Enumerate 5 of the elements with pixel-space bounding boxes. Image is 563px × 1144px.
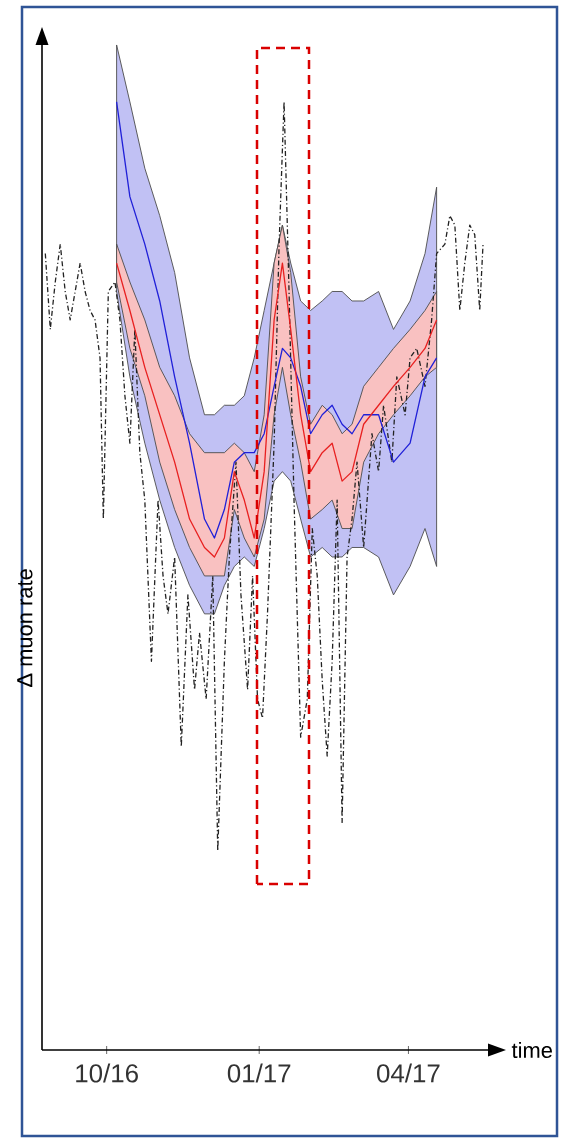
x-tick-label: 01/17 [227,1063,291,1083]
y-axis-title: Δ muon rate [17,569,33,687]
x-tick-label: 04/17 [377,1063,440,1083]
x-axis-title: time [511,1041,552,1059]
x-tick-label: 10/16 [76,1063,138,1083]
